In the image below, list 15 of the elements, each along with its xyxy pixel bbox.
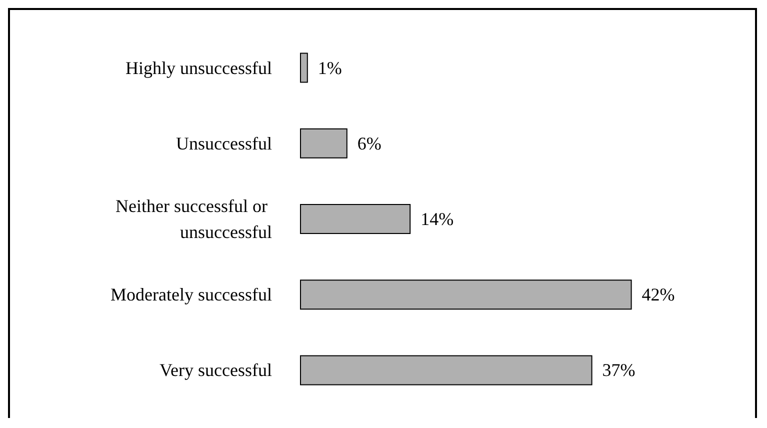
data-label: 1% — [318, 58, 342, 78]
y-tick-label: Very successful — [160, 360, 272, 380]
data-label: 14% — [420, 209, 454, 229]
y-tick-label: Moderately successful — [110, 284, 272, 305]
y-tick-label: Neither successful or unsuccessful — [116, 196, 272, 242]
y-tick-label: Unsuccessful — [176, 133, 272, 154]
data-label: 42% — [642, 284, 675, 305]
bar — [300, 128, 348, 158]
y-tick-label: Highly unsuccessful — [126, 58, 272, 78]
bar — [300, 204, 411, 234]
data-label: 6% — [357, 133, 382, 154]
bar — [300, 280, 632, 310]
bar — [300, 355, 592, 386]
data-label: 37% — [602, 360, 636, 380]
bar — [300, 52, 308, 83]
